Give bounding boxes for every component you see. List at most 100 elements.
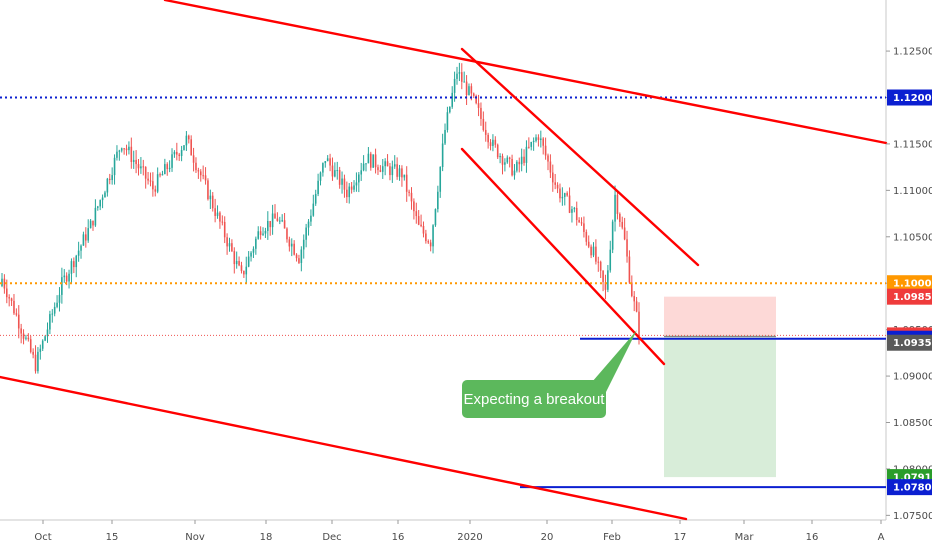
candle-body: [290, 243, 293, 247]
candle-body: [132, 159, 135, 162]
price-tag-box: [887, 275, 932, 292]
grid-layer: [0, 0, 887, 521]
candle-body: [511, 158, 513, 176]
candle-body: [235, 260, 238, 265]
candle-body: [166, 164, 169, 170]
candle-body: [331, 165, 334, 177]
candle-body: [298, 258, 300, 263]
candle-body: [595, 246, 597, 262]
candle: [338, 166, 341, 189]
candle: [381, 158, 384, 179]
candle: [492, 134, 494, 152]
candle: [140, 157, 142, 174]
y-tick-label: 1.09000: [893, 372, 932, 383]
candle-body: [307, 221, 310, 228]
candle-body: [396, 164, 398, 177]
candle-body: [288, 239, 291, 247]
candle-body: [176, 151, 178, 155]
candle: [1, 272, 3, 288]
candle-body: [120, 148, 123, 151]
candle-body: [108, 178, 111, 181]
candle: [123, 147, 125, 155]
x-tick-label: 16: [806, 532, 819, 543]
candle-body: [425, 233, 427, 242]
candle: [322, 162, 324, 177]
candle-body: [314, 194, 317, 204]
candle-body: [65, 275, 68, 282]
candle-body: [326, 158, 329, 162]
candle-body: [144, 166, 147, 179]
y-tick-label: 1.08500: [893, 418, 932, 429]
candle-body: [446, 112, 449, 130]
candle: [176, 142, 178, 161]
candle-body: [422, 226, 425, 234]
candle: [599, 260, 602, 278]
price-tag-label: 1.07912: [893, 473, 932, 484]
candle-body: [542, 138, 545, 146]
candle-body: [556, 184, 559, 189]
candle: [377, 164, 379, 175]
candle: [29, 335, 32, 354]
candle: [317, 173, 319, 197]
candle: [118, 149, 121, 161]
candle-body: [209, 195, 212, 200]
candle: [252, 246, 255, 258]
candle: [104, 190, 106, 198]
candle: [245, 256, 248, 283]
candle-body: [185, 135, 188, 146]
candle-body: [535, 137, 537, 141]
candle-body: [470, 86, 473, 94]
candle: [358, 172, 360, 193]
candle-body: [597, 261, 600, 263]
candle: [324, 161, 327, 168]
candle-body: [386, 161, 389, 167]
candle: [556, 182, 559, 194]
candle-body: [116, 151, 118, 158]
candle: [389, 162, 391, 181]
candle-body: [283, 220, 286, 229]
candle: [216, 205, 219, 219]
candle: [164, 158, 166, 175]
candle-body: [355, 182, 358, 186]
candle: [80, 244, 82, 259]
candle: [312, 194, 315, 217]
candle: [384, 158, 386, 176]
candle: [475, 94, 477, 105]
candle-body: [255, 238, 257, 249]
candle-body: [475, 95, 477, 104]
candle-body: [180, 150, 183, 156]
candle-body: [159, 174, 161, 176]
candle: [386, 154, 389, 167]
candle: [451, 86, 454, 109]
candle-body: [465, 81, 468, 96]
candle-body: [551, 172, 554, 183]
candle: [535, 134, 537, 143]
candle: [159, 172, 161, 178]
candle: [305, 223, 307, 248]
candle: [276, 212, 279, 222]
candle: [566, 191, 568, 197]
candle: [350, 182, 353, 194]
candle: [108, 173, 111, 185]
candle-body: [489, 142, 492, 146]
candle: [559, 183, 561, 203]
candle-body: [504, 162, 506, 165]
candle-body: [389, 166, 391, 176]
candle: [444, 123, 446, 146]
candle-body: [616, 194, 619, 214]
candle: [427, 239, 430, 244]
price-tag-box: [887, 334, 932, 351]
candle: [482, 111, 485, 132]
price-tag-label: 1.09359: [893, 338, 932, 349]
candle: [468, 83, 470, 96]
candle-body: [106, 178, 109, 193]
candle-body: [149, 180, 152, 182]
candle-body: [183, 145, 185, 151]
candle-body: [8, 297, 10, 299]
candle: [420, 214, 422, 228]
candle-body: [171, 154, 173, 168]
candle: [602, 270, 604, 292]
candle-body: [250, 252, 252, 257]
candle-body: [322, 163, 324, 173]
